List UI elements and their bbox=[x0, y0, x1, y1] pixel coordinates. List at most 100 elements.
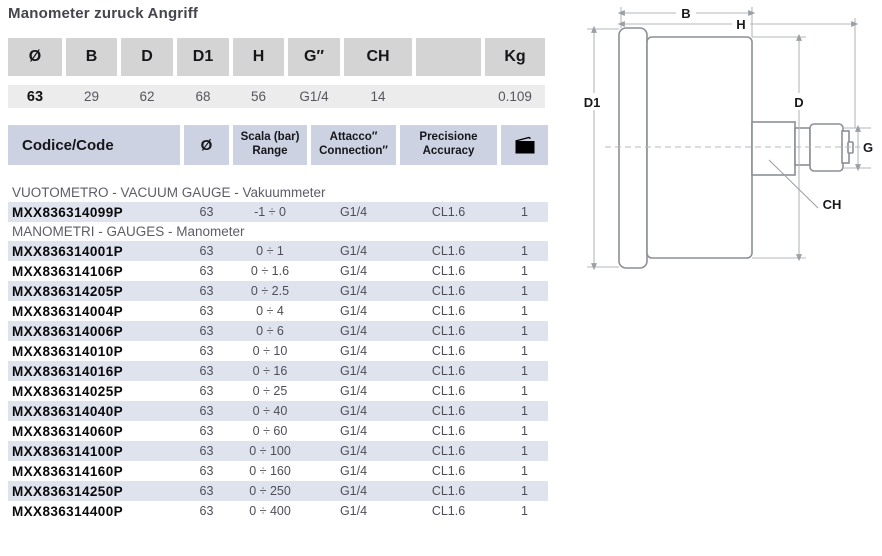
product-table-header: Codice/Code Ø Scala (bar) Range Attacco″… bbox=[8, 125, 548, 165]
cell: 1 bbox=[521, 284, 528, 298]
cell: 1 bbox=[521, 464, 528, 478]
cell: CL1.6 bbox=[431, 384, 466, 398]
cell: G1/4 bbox=[339, 444, 368, 458]
cell: CL1.6 bbox=[431, 484, 466, 498]
product-code: MXX836314010P bbox=[12, 343, 124, 359]
dim-header-d: D bbox=[121, 38, 173, 76]
dim-value-h: 56 bbox=[250, 89, 267, 104]
cell: G1/4 bbox=[339, 264, 368, 278]
cell: G1/4 bbox=[339, 424, 368, 438]
cell: CL1.6 bbox=[431, 284, 466, 298]
cell: CL1.6 bbox=[431, 444, 466, 458]
dim-value-d: 62 bbox=[139, 89, 155, 104]
cell: 0 ÷ 16 bbox=[252, 364, 288, 378]
product-code: MXX836314106P bbox=[12, 263, 124, 279]
cell: 0 ÷ 10 bbox=[252, 344, 288, 358]
dimensions-table-header: Ø B D D1 H G″ CH Kg bbox=[8, 38, 545, 76]
cell: CL1.6 bbox=[431, 344, 466, 358]
cell: G1/4 bbox=[339, 284, 368, 298]
dim-label-g: G bbox=[863, 140, 873, 155]
product-table-body: VUOTOMETRO - VACUUM GAUGE - Vakuummeter M… bbox=[8, 183, 548, 521]
product-code: MXX836314004P bbox=[12, 303, 124, 319]
table-row: MXX836314160P 63 0 ÷ 160 G1/4 CL1.6 1 bbox=[8, 461, 548, 481]
dim-header-d1: D1 bbox=[177, 38, 229, 76]
header-range-line2: Range bbox=[252, 145, 288, 157]
table-row: MXX836314100P 63 0 ÷ 100 G1/4 CL1.6 1 bbox=[8, 441, 548, 461]
dim-header-ch: CH bbox=[344, 38, 412, 76]
cell: 0 ÷ 2.5 bbox=[250, 284, 290, 298]
dim-label-ch: CH bbox=[823, 197, 842, 212]
cell: -1 ÷ 0 bbox=[254, 205, 286, 219]
package-icon bbox=[514, 136, 534, 154]
dim-value-ch: 14 bbox=[370, 89, 386, 104]
cell: CL1.6 bbox=[431, 324, 466, 338]
cell: 0 ÷ 60 bbox=[252, 424, 288, 438]
cell: G1/4 bbox=[339, 404, 368, 418]
dim-value-d1: 68 bbox=[195, 89, 211, 104]
cell: 63 bbox=[199, 424, 214, 438]
cell: 63 bbox=[199, 404, 214, 418]
cell: 0 ÷ 6 bbox=[256, 324, 284, 338]
cell: G1/4 bbox=[339, 484, 368, 498]
product-code: MXX836314006P bbox=[12, 323, 124, 339]
cell: CL1.6 bbox=[431, 264, 466, 278]
table-row: MXX836314010P 63 0 ÷ 10 G1/4 CL1.6 1 bbox=[8, 341, 548, 361]
gauge-bezel bbox=[618, 27, 648, 269]
cell: CL1.6 bbox=[431, 424, 466, 438]
cell: 1 bbox=[521, 304, 528, 318]
table-row: MXX836314025P 63 0 ÷ 25 G1/4 CL1.6 1 bbox=[8, 381, 548, 401]
cell: 0 ÷ 40 bbox=[252, 404, 288, 418]
product-code: MXX836314025P bbox=[12, 383, 124, 399]
header-accuracy: Precisione Accuracy bbox=[400, 125, 497, 165]
cell: G1/4 bbox=[339, 324, 368, 338]
cell: 1 bbox=[521, 404, 528, 418]
table-row: MXX836314106P 63 0 ÷ 1.6 G1/4 CL1.6 1 bbox=[8, 261, 548, 281]
dim-label-d1: D1 bbox=[584, 95, 601, 110]
cell: 63 bbox=[199, 264, 214, 278]
table-row: MXX836314250P 63 0 ÷ 250 G1/4 CL1.6 1 bbox=[8, 481, 548, 501]
cell: CL1.6 bbox=[431, 464, 466, 478]
table-row: MXX836314099P 63 -1 ÷ 0 G1/4 CL1.6 1 bbox=[8, 202, 548, 222]
cell: 0 ÷ 400 bbox=[249, 504, 291, 518]
table-row: MXX836314040P 63 0 ÷ 40 G1/4 CL1.6 1 bbox=[8, 401, 548, 421]
cell: 0 ÷ 4 bbox=[256, 304, 284, 318]
cell: 63 bbox=[199, 304, 214, 318]
product-code: MXX836314060P bbox=[12, 423, 124, 439]
product-code: MXX836314040P bbox=[12, 403, 124, 419]
cell: G1/4 bbox=[339, 244, 368, 258]
cell: 1 bbox=[521, 205, 528, 219]
table-row: MXX836314001P 63 0 ÷ 1 G1/4 CL1.6 1 bbox=[8, 241, 548, 261]
dim-value-b: 29 bbox=[83, 89, 100, 104]
header-range-line1: Scala (bar) bbox=[240, 131, 300, 144]
cell: 63 bbox=[199, 344, 214, 358]
header-connection-line1: Attacco″ bbox=[329, 131, 378, 144]
ch-leader-line bbox=[768, 159, 819, 209]
cell: 63 bbox=[199, 384, 214, 398]
cell: 1 bbox=[521, 444, 528, 458]
product-table: Codice/Code Ø Scala (bar) Range Attacco″… bbox=[8, 125, 548, 521]
gauge-socket-block bbox=[751, 121, 796, 176]
cell: CL1.6 bbox=[431, 364, 466, 378]
table-row: MXX836314004P 63 0 ÷ 4 G1/4 CL1.6 1 bbox=[8, 301, 548, 321]
header-diameter: Ø bbox=[184, 125, 229, 165]
table-row: MXX836314006P 63 0 ÷ 6 G1/4 CL1.6 1 bbox=[8, 321, 548, 341]
table-row: MXX836314016P 63 0 ÷ 16 G1/4 CL1.6 1 bbox=[8, 361, 548, 381]
cell: 0 ÷ 160 bbox=[249, 464, 291, 478]
product-code: MXX836314016P bbox=[12, 363, 124, 379]
product-code: MXX836314250P bbox=[12, 483, 124, 499]
dim-header-kg: Kg bbox=[485, 38, 545, 76]
cell: 0 ÷ 100 bbox=[249, 444, 291, 458]
cell: G1/4 bbox=[339, 464, 368, 478]
dim-value-g: G1/4 bbox=[299, 89, 329, 104]
cell: 63 bbox=[199, 284, 214, 298]
cell: 0 ÷ 1 bbox=[256, 244, 284, 258]
cell: CL1.6 bbox=[431, 404, 466, 418]
cell: 63 bbox=[199, 464, 214, 478]
dim-header-diameter: Ø bbox=[8, 38, 62, 76]
dim-header-h: H bbox=[233, 38, 284, 76]
product-code: MXX836314099P bbox=[12, 204, 124, 220]
cell: 63 bbox=[199, 205, 214, 219]
page-title: Manometer zuruck Angriff bbox=[8, 5, 199, 22]
dimensions-table-values: 63 29 62 68 56 G1/4 14 0.109 bbox=[8, 85, 545, 108]
